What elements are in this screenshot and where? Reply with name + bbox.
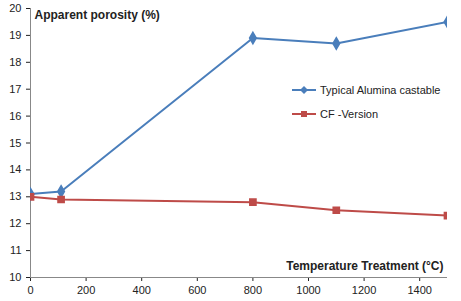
svg-text:1200: 1200 xyxy=(352,284,376,296)
svg-text:1400: 1400 xyxy=(407,284,431,296)
svg-text:19: 19 xyxy=(9,29,21,41)
svg-text:20: 20 xyxy=(9,2,21,14)
svg-text:0: 0 xyxy=(27,284,33,296)
html-text:Typical Alumina castable: Typical Alumina castable xyxy=(320,84,441,96)
svg-text:17: 17 xyxy=(9,83,21,95)
svg-text:Temperature Treatment (°C): Temperature Treatment (°C) xyxy=(286,259,443,273)
svg-text:16: 16 xyxy=(9,110,21,122)
svg-text:14: 14 xyxy=(9,163,21,175)
svg-text:1000: 1000 xyxy=(296,284,320,296)
html-text:CF -Version: CF -Version xyxy=(320,108,379,120)
svg-text:11: 11 xyxy=(10,244,21,256)
svg-text:800: 800 xyxy=(244,284,262,296)
svg-text:200: 200 xyxy=(77,284,95,296)
svg-text:400: 400 xyxy=(133,284,151,296)
svg-text:10: 10 xyxy=(9,271,21,283)
svg-text:Apparent porosity (%): Apparent porosity (%) xyxy=(35,8,160,22)
svg-text:600: 600 xyxy=(188,284,206,296)
svg-text:15: 15 xyxy=(9,137,21,149)
svg-text:13: 13 xyxy=(9,190,21,202)
svg-text:18: 18 xyxy=(9,56,21,68)
svg-text:12: 12 xyxy=(9,217,21,229)
